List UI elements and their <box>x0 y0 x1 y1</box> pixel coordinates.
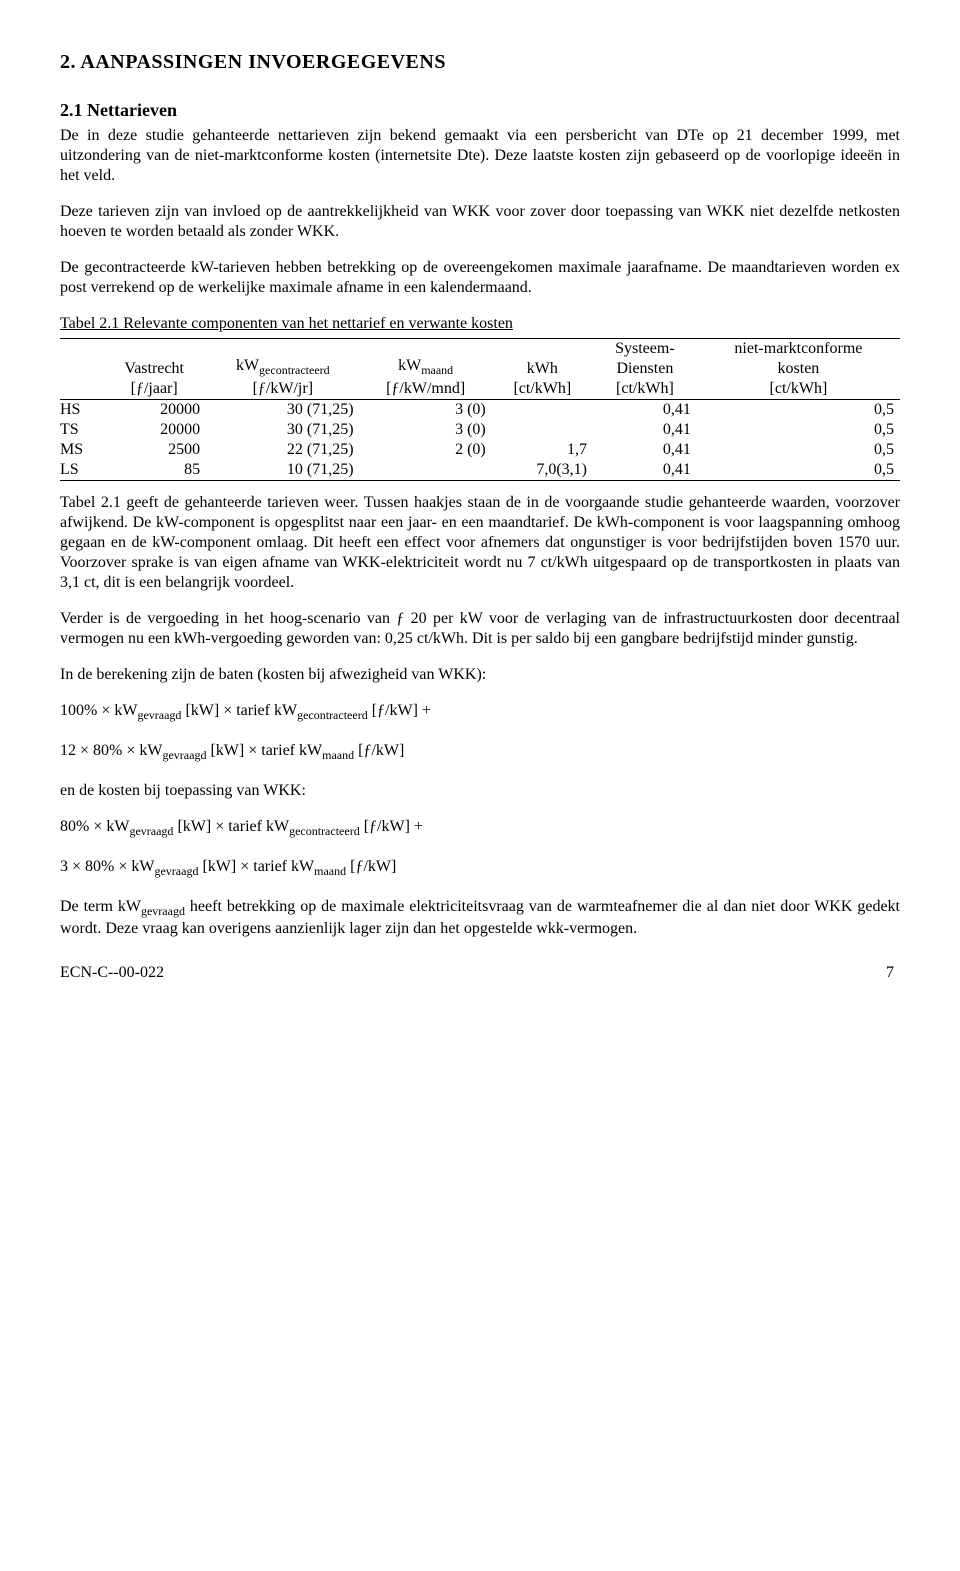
table-header: niet-marktconformekosten <box>697 338 900 379</box>
table-cell <box>492 399 593 420</box>
table-header-unit: [ct/kWh] <box>593 379 697 399</box>
table-cell: 20000 <box>102 399 206 420</box>
table-cell: 0,5 <box>697 440 900 460</box>
table-cell <box>492 420 593 440</box>
table-row: LS8510 (71,25) 7,0(3,1)0,410,5 <box>60 460 900 480</box>
table-cell: 0,5 <box>697 420 900 440</box>
paragraph: en de kosten bij toepassing van WKK: <box>60 781 900 801</box>
table-cell: 10 (71,25) <box>206 460 359 480</box>
table-header-unit <box>60 379 102 399</box>
table-cell: 2 (0) <box>360 440 492 460</box>
tariff-table: Vastrecht kWgecontracteerd kWmaand kWh S… <box>60 338 900 481</box>
table-header: kWh <box>492 338 593 379</box>
table-cell: 30 (71,25) <box>206 420 359 440</box>
table-cell: 3 (0) <box>360 399 492 420</box>
table-cell: 0,41 <box>593 420 697 440</box>
paragraph: In de berekening zijn de baten (kosten b… <box>60 665 900 685</box>
table-cell: 0,5 <box>697 460 900 480</box>
table-header-unit: [ƒ/jaar] <box>102 379 206 399</box>
table-cell: 30 (71,25) <box>206 399 359 420</box>
paragraph: Verder is de vergoeding in het hoog-scen… <box>60 609 900 649</box>
table-cell: MS <box>60 440 102 460</box>
table-cell: 1,7 <box>492 440 593 460</box>
formula: 80% × kWgevraagd [kW] × tarief kWgecontr… <box>60 817 900 839</box>
table-cell: 0,41 <box>593 460 697 480</box>
table-header-unit: [ƒ/kW/mnd] <box>360 379 492 399</box>
table-header: Systeem-Diensten <box>593 338 697 379</box>
table-cell: TS <box>60 420 102 440</box>
table-cell: 2500 <box>102 440 206 460</box>
formula: 12 × 80% × kWgevraagd [kW] × tarief kWma… <box>60 741 900 763</box>
footer-doc-id: ECN-C--00-022 <box>60 963 771 983</box>
table-row: MS250022 (71,25)2 (0)1,70,410,5 <box>60 440 900 460</box>
table-cell <box>360 460 492 480</box>
paragraph: De term kWgevraagd heeft betrekking op d… <box>60 897 900 939</box>
table-cell: 0,5 <box>697 399 900 420</box>
table-header-unit: [ct/kWh] <box>492 379 593 399</box>
table-header: kWmaand <box>360 338 492 379</box>
table-caption: Tabel 2.1 Relevante componenten van het … <box>60 314 900 334</box>
table-header: kWgecontracteerd <box>206 338 359 379</box>
table-cell: 0,41 <box>593 399 697 420</box>
table-cell: HS <box>60 399 102 420</box>
table-header: Vastrecht <box>102 338 206 379</box>
table-cell: 3 (0) <box>360 420 492 440</box>
table-header-unit: [ct/kWh] <box>697 379 900 399</box>
paragraph: Tabel 2.1 geeft de gehanteerde tarieven … <box>60 493 900 593</box>
table-row: TS2000030 (71,25)3 (0) 0,410,5 <box>60 420 900 440</box>
table-cell: 22 (71,25) <box>206 440 359 460</box>
table-header-unit: [ƒ/kW/jr] <box>206 379 359 399</box>
table-cell: 0,41 <box>593 440 697 460</box>
table-cell: LS <box>60 460 102 480</box>
table-cell: 20000 <box>102 420 206 440</box>
table-cell: 7,0(3,1) <box>492 460 593 480</box>
table-row: HS2000030 (71,25)3 (0) 0,410,5 <box>60 399 900 420</box>
heading-sub: 2.1 Nettarieven <box>60 99 900 122</box>
formula: 3 × 80% × kWgevraagd [kW] × tarief kWmaa… <box>60 857 900 879</box>
formula: 100% × kWgevraagd [kW] × tarief kWgecont… <box>60 701 900 723</box>
paragraph: De gecontracteerde kW-tarieven hebben be… <box>60 258 900 298</box>
paragraph: Deze tarieven zijn van invloed op de aan… <box>60 202 900 242</box>
table-header <box>60 338 102 379</box>
footer-page-number: 7 <box>771 963 900 983</box>
page-footer: ECN-C--00-022 7 <box>60 963 900 983</box>
heading-main: 2. AANPASSINGEN INVOERGEGEVENS <box>60 50 900 75</box>
table-cell: 85 <box>102 460 206 480</box>
paragraph: De in deze studie gehanteerde nettarieve… <box>60 126 900 186</box>
